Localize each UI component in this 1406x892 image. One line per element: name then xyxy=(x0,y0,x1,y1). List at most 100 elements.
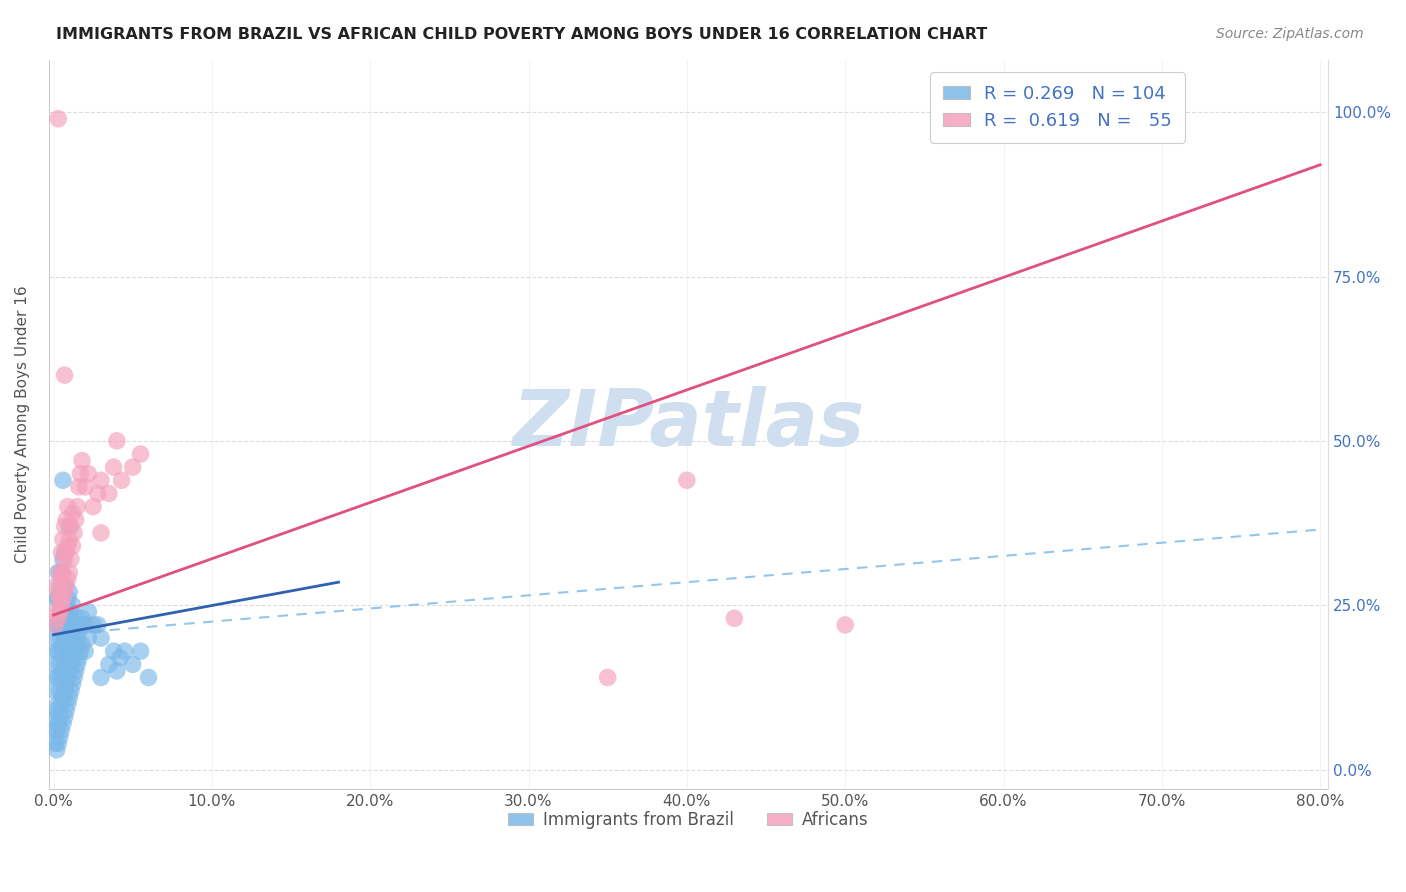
Point xyxy=(65,611,87,625)
Point xyxy=(46,585,69,599)
Point xyxy=(51,671,73,685)
Point xyxy=(58,664,80,678)
Point xyxy=(52,664,75,678)
Point xyxy=(52,566,75,580)
Point xyxy=(55,703,77,717)
Point xyxy=(56,591,79,606)
Point xyxy=(90,473,112,487)
Point xyxy=(46,566,69,580)
Point xyxy=(52,690,75,705)
Point xyxy=(53,605,76,619)
Point xyxy=(46,736,69,750)
Point xyxy=(53,368,76,383)
Point xyxy=(45,578,67,592)
Point xyxy=(63,644,86,658)
Point xyxy=(45,618,67,632)
Point xyxy=(67,650,90,665)
Point xyxy=(51,644,73,658)
Point xyxy=(97,657,120,672)
Point xyxy=(65,664,87,678)
Point xyxy=(114,644,136,658)
Point xyxy=(138,671,160,685)
Point xyxy=(70,638,93,652)
Point xyxy=(75,480,97,494)
Point xyxy=(55,578,77,592)
Point xyxy=(63,618,86,632)
Point xyxy=(676,473,699,487)
Point xyxy=(53,683,76,698)
Point xyxy=(51,591,73,606)
Point xyxy=(59,683,82,698)
Point xyxy=(51,566,73,580)
Point xyxy=(69,467,91,481)
Point xyxy=(59,552,82,566)
Point xyxy=(49,730,72,744)
Point xyxy=(77,605,100,619)
Point xyxy=(49,683,72,698)
Point xyxy=(56,572,79,586)
Point xyxy=(45,671,67,685)
Point xyxy=(834,618,856,632)
Point xyxy=(58,519,80,533)
Point xyxy=(110,473,132,487)
Point xyxy=(52,591,75,606)
Point xyxy=(53,552,76,566)
Point xyxy=(55,650,77,665)
Point xyxy=(58,611,80,625)
Point xyxy=(65,513,87,527)
Point xyxy=(993,112,1015,126)
Point xyxy=(129,447,152,461)
Point xyxy=(59,605,82,619)
Point xyxy=(77,631,100,645)
Point xyxy=(49,591,72,606)
Point xyxy=(49,578,72,592)
Point xyxy=(53,545,76,559)
Point xyxy=(55,513,77,527)
Point xyxy=(103,644,125,658)
Point xyxy=(63,671,86,685)
Point xyxy=(62,598,84,612)
Point xyxy=(52,716,75,731)
Point xyxy=(46,611,69,625)
Point xyxy=(1040,112,1063,126)
Point xyxy=(103,460,125,475)
Point xyxy=(53,585,76,599)
Point xyxy=(105,664,128,678)
Point xyxy=(51,572,73,586)
Point xyxy=(53,631,76,645)
Point xyxy=(723,611,745,625)
Point xyxy=(90,631,112,645)
Point xyxy=(49,631,72,645)
Point xyxy=(44,710,66,724)
Text: Source: ZipAtlas.com: Source: ZipAtlas.com xyxy=(1216,27,1364,41)
Point xyxy=(45,743,67,757)
Point xyxy=(52,585,75,599)
Point xyxy=(46,644,69,658)
Point xyxy=(52,552,75,566)
Point xyxy=(77,467,100,481)
Point xyxy=(69,618,91,632)
Point xyxy=(129,644,152,658)
Point xyxy=(46,618,69,632)
Point xyxy=(58,638,80,652)
Point xyxy=(55,677,77,691)
Point xyxy=(56,644,79,658)
Point xyxy=(46,716,69,731)
Point xyxy=(75,644,97,658)
Point xyxy=(49,657,72,672)
Point xyxy=(121,460,143,475)
Point xyxy=(108,650,131,665)
Point xyxy=(69,644,91,658)
Point xyxy=(44,736,66,750)
Point xyxy=(52,611,75,625)
Point xyxy=(70,611,93,625)
Point xyxy=(59,657,82,672)
Point xyxy=(90,671,112,685)
Point xyxy=(56,697,79,711)
Point xyxy=(66,500,89,514)
Point xyxy=(51,618,73,632)
Point xyxy=(87,486,110,500)
Point xyxy=(45,703,67,717)
Point xyxy=(58,566,80,580)
Point xyxy=(97,486,120,500)
